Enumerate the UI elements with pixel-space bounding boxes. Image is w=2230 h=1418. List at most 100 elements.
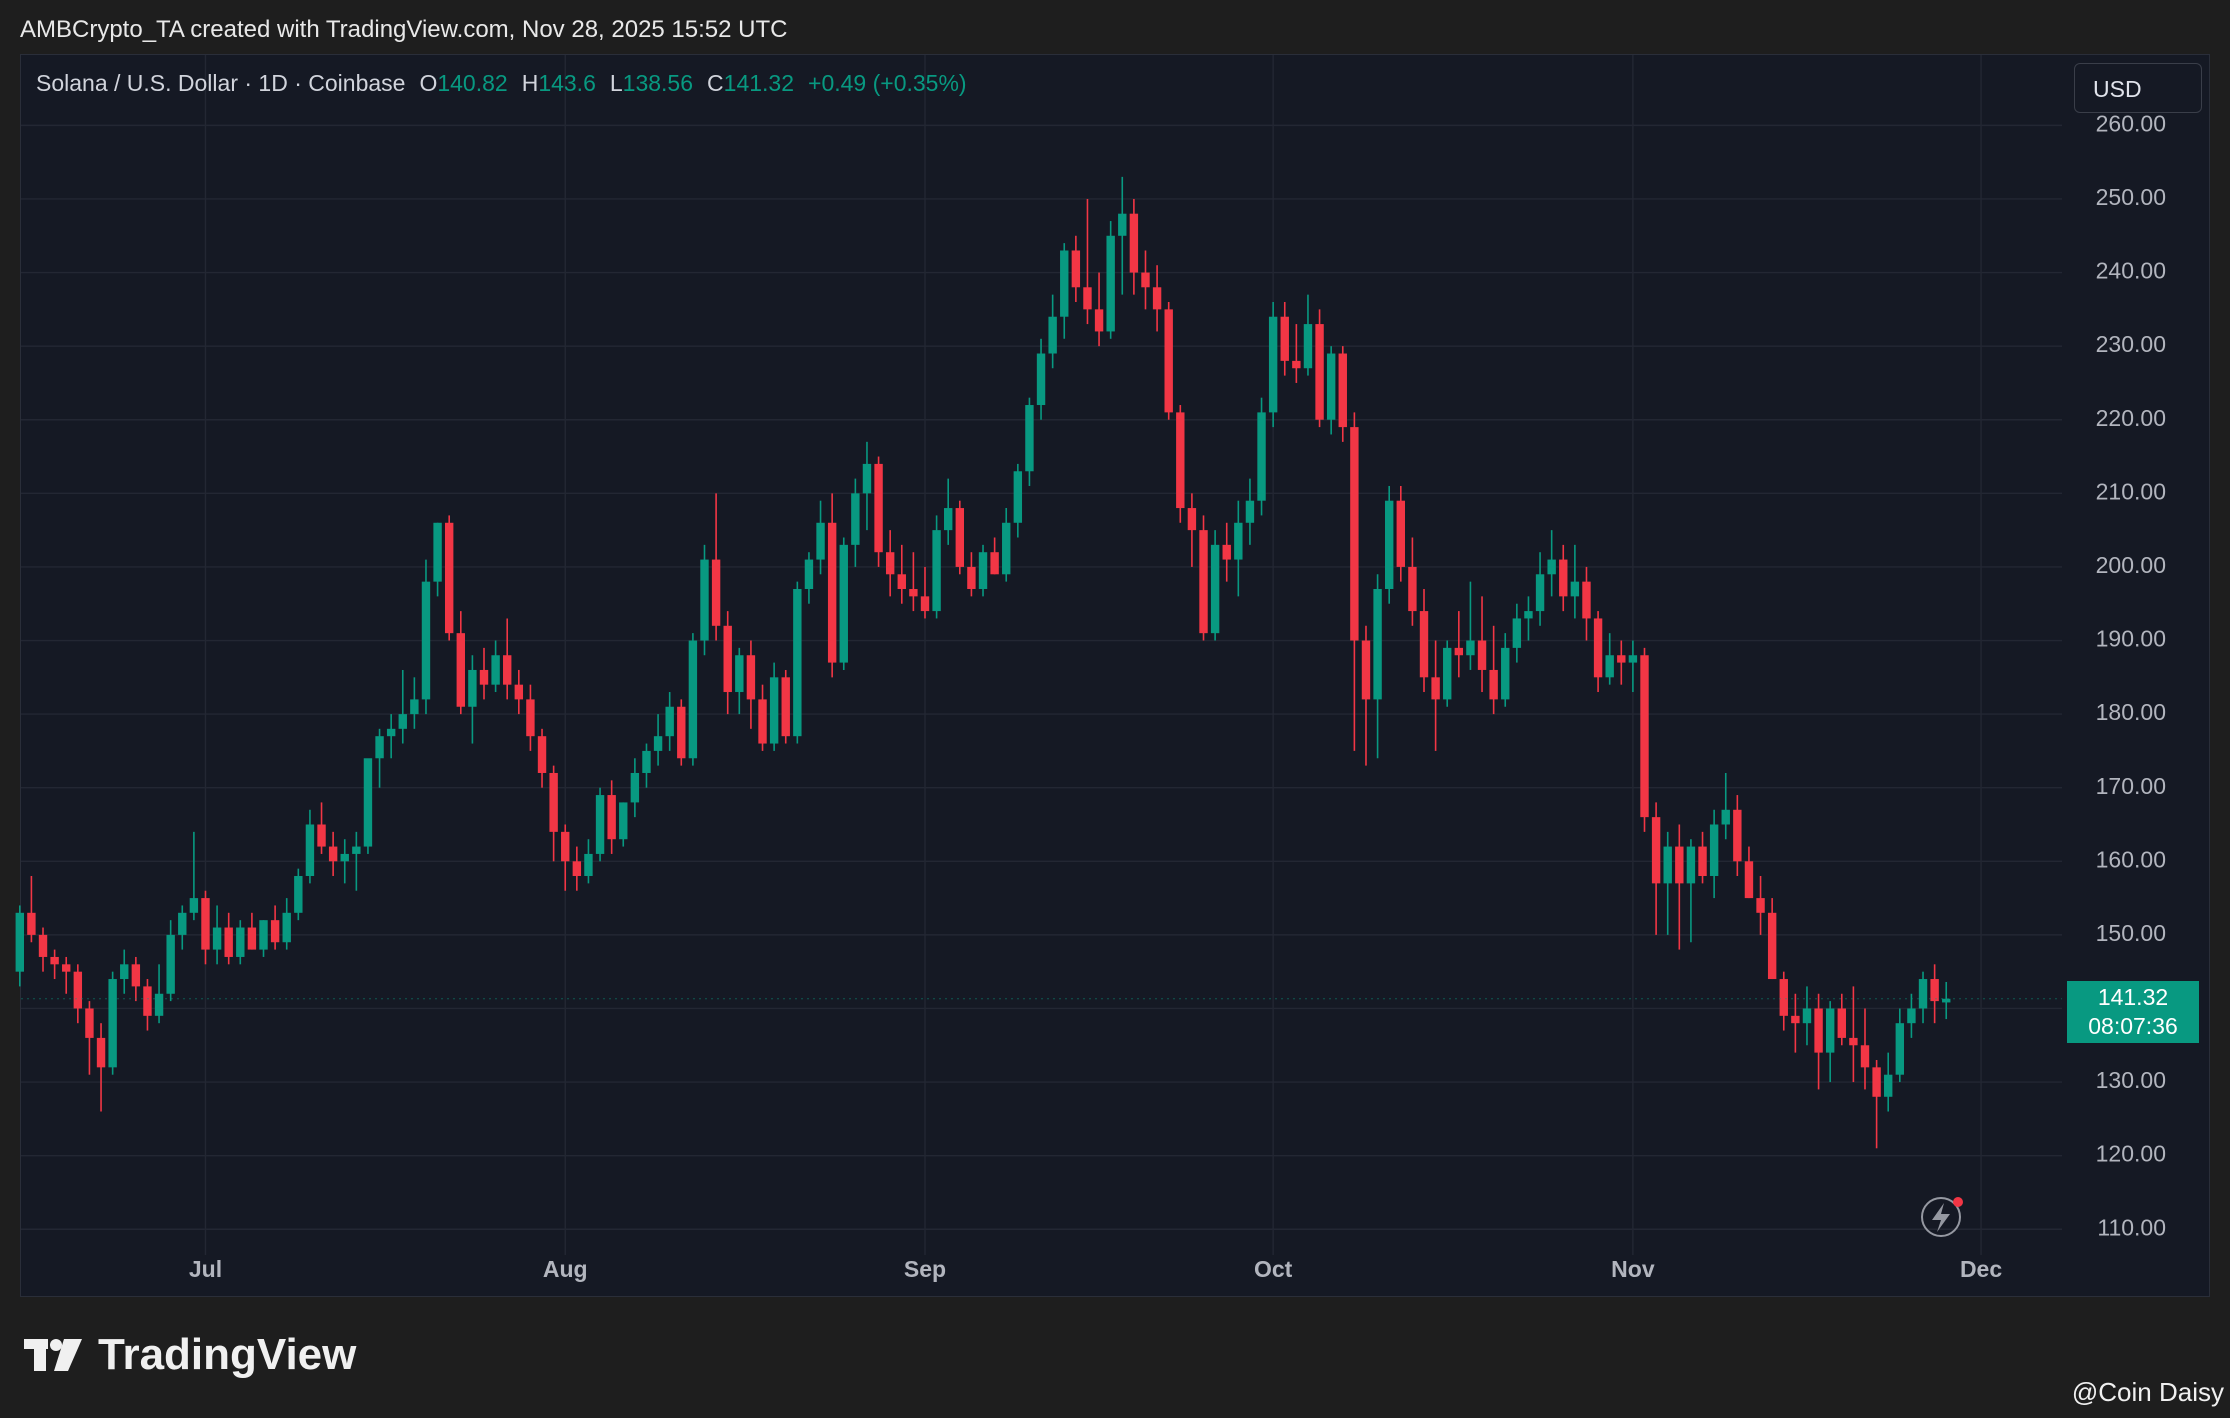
candle-body <box>73 971 83 1009</box>
y-tick-label: 170.00 <box>2096 773 2166 799</box>
candle-body <box>1605 655 1614 678</box>
candle-body <box>1512 618 1522 648</box>
y-tick-label: 150.00 <box>2096 920 2166 946</box>
candle-body <box>920 596 930 612</box>
candle-body <box>769 677 779 744</box>
candle-body <box>665 706 674 737</box>
currency-button[interactable]: USD <box>2074 63 2202 113</box>
candle-body <box>944 508 953 531</box>
candle-body <box>1721 809 1730 825</box>
candle-body <box>1930 979 1939 1002</box>
candle-body <box>1083 287 1092 310</box>
candle-body <box>1013 471 1023 523</box>
candle-body <box>1628 655 1638 663</box>
candle-body <box>1176 412 1185 509</box>
candle-body <box>479 669 489 685</box>
ohlc-legend: Solana / U.S. Dollar · 1D · Coinbase O 14… <box>36 70 981 97</box>
candle-body <box>166 934 175 994</box>
last-price: 141.32 <box>2097 984 2169 1010</box>
alert-icon-bolt <box>1932 1203 1950 1232</box>
candle-body <box>851 493 860 545</box>
candle-body <box>723 625 732 693</box>
candle-body <box>1187 508 1197 531</box>
candle-body <box>549 772 558 832</box>
candle-body <box>1825 1008 1835 1053</box>
candle-body <box>1141 272 1150 288</box>
x-tick-label: Aug <box>543 1256 588 1282</box>
candle-body <box>294 876 303 913</box>
candle-body <box>642 750 651 773</box>
brand-name: TradingView <box>98 1330 357 1379</box>
candle-body <box>1419 611 1429 678</box>
candle-body <box>816 522 825 560</box>
y-tick-label: 230.00 <box>2096 331 2166 357</box>
candle-body <box>978 552 988 590</box>
candle-body <box>1791 1015 1800 1024</box>
last-price-label: 141.32 08:07:36 <box>2067 981 2199 1043</box>
countdown: 08:07:36 <box>2088 1013 2178 1039</box>
candle-body <box>1292 360 1301 369</box>
candle-body <box>711 559 721 626</box>
candle-body <box>1002 522 1011 575</box>
candle-body <box>1709 824 1719 877</box>
candle-body <box>1744 861 1754 899</box>
candle-body <box>1814 1008 1823 1053</box>
candle-body <box>38 934 48 957</box>
candle-body <box>1593 618 1603 678</box>
candle-body <box>990 552 999 575</box>
y-tick-label: 120.00 <box>2096 1141 2166 1167</box>
candle-body <box>433 522 442 582</box>
candle-body <box>1535 574 1545 612</box>
low-value: 138.56 <box>622 70 694 96</box>
candle-body <box>1431 677 1440 700</box>
y-tick-label: 210.00 <box>2096 478 2166 504</box>
candle-body <box>1048 316 1057 354</box>
candle-body <box>1129 213 1139 273</box>
candle-body <box>700 559 709 641</box>
candle-body <box>1454 647 1464 656</box>
candle-body <box>572 861 582 877</box>
candle-body <box>1756 898 1765 913</box>
candle-body <box>1675 846 1684 884</box>
caption: AMBCrypto_TA created with TradingView.co… <box>20 16 788 43</box>
candle-body <box>352 846 361 854</box>
candle-body <box>1860 1045 1870 1068</box>
candle-body <box>143 986 152 1016</box>
candle-body <box>305 824 315 877</box>
candle-body <box>1106 235 1115 332</box>
candle-body <box>1396 500 1405 567</box>
candle-body <box>630 772 640 803</box>
candle-body <box>804 559 814 590</box>
candle-body <box>595 795 605 854</box>
x-tick-label: Oct <box>1254 1256 1293 1282</box>
candle-body <box>619 802 628 840</box>
candle-body <box>1489 669 1498 700</box>
candle-body <box>1152 287 1162 310</box>
y-tick-label: 240.00 <box>2096 258 2166 284</box>
candle-body <box>120 964 129 980</box>
candle-body <box>1245 500 1255 523</box>
candle-body <box>1884 1074 1893 1097</box>
candle-body <box>1524 611 1533 619</box>
candle-body <box>537 736 547 773</box>
candle-body <box>677 706 686 759</box>
candle-body <box>1257 412 1266 501</box>
candle-body <box>1025 405 1034 472</box>
high-value: 143.6 <box>538 70 596 96</box>
candle-body <box>932 530 941 612</box>
alert-dot <box>1953 1197 1963 1207</box>
candle-body <box>1408 566 1417 612</box>
candle-body <box>1477 640 1487 670</box>
candle-body <box>607 795 616 840</box>
y-tick-label: 250.00 <box>2096 184 2166 210</box>
candle-body <box>398 714 407 729</box>
candle-body <box>793 589 802 737</box>
candle-body <box>27 912 36 935</box>
candle-body <box>1570 581 1580 597</box>
candle-body <box>1199 530 1208 634</box>
candle-body <box>1547 559 1556 575</box>
candle-body <box>862 463 872 494</box>
candle-body <box>375 736 384 759</box>
y-tick-label: 130.00 <box>2096 1067 2166 1093</box>
y-tick-label: 190.00 <box>2096 626 2166 652</box>
